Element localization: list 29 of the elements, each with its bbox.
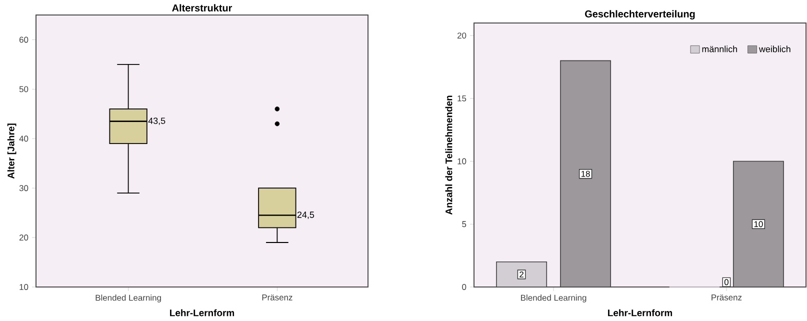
- chart-title: Alterstruktur: [172, 4, 232, 12]
- y-tick-label: 20: [457, 32, 466, 39]
- y-axis-title: Anzahl der Telinehmenden: [445, 96, 452, 215]
- x-tick-label: Präsenz: [712, 294, 742, 300]
- annotation: 24,5: [297, 212, 314, 219]
- x-axis-title: Lehr-Lernform: [170, 309, 234, 316]
- chart-title: Geschlechterverteilung: [585, 10, 695, 20]
- legend-label: weiblich: [758, 46, 790, 52]
- x-tick-label: Blended Learning: [521, 294, 586, 302]
- annotation: 43,5: [148, 118, 166, 126]
- y-tick-label: 40: [19, 136, 28, 142]
- data-label: 2: [520, 271, 524, 278]
- y-tick-label: 15: [458, 95, 466, 102]
- x-axis-title: Lehr-Lernform: [608, 309, 672, 316]
- y-tick-label: 50: [19, 86, 28, 92]
- y-tick-label: 20: [19, 234, 28, 241]
- x-tick-label: Präsenz: [262, 294, 292, 300]
- data-label: 18: [581, 170, 590, 177]
- y-tick-label: 10: [458, 158, 466, 164]
- y-tick-label: 60: [19, 36, 28, 43]
- y-axis-title: Alter [Jahre]: [7, 124, 16, 179]
- data-label: 10: [754, 221, 763, 228]
- y-tick-label: 0: [462, 284, 466, 290]
- legend-label: männlich: [702, 46, 738, 52]
- y-tick-label: 5: [462, 221, 466, 228]
- x-tick-label: Blended Learning: [96, 294, 161, 302]
- y-tick-label: 10: [20, 284, 28, 290]
- y-tick-label: 30: [19, 185, 28, 192]
- data-label: 0: [724, 279, 728, 286]
